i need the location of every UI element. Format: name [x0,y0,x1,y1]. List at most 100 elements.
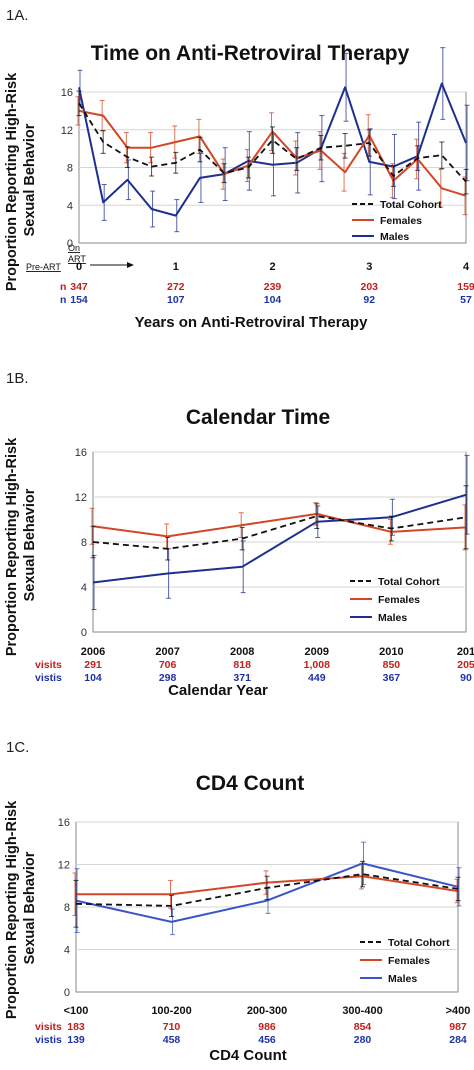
p2-ytick-label: 4 [64,945,70,957]
panel-c-label: 1C. [6,739,29,756]
p1-xtick-label: 2009 [305,646,329,658]
panel-b-ylabel-line1: Proportion Reporting High-Risk [4,437,20,656]
p2-count-value: 987 [449,1021,467,1033]
panel-c-title: CD4 Count [196,772,305,795]
p2-xtick-label: >400 [446,1005,471,1017]
panel-b-title: Calendar Time [186,406,330,429]
on-art-arrow-head [127,262,134,268]
p2-count-value: 986 [258,1021,276,1033]
panel-a: 1A. Time on Anti-Retroviral Therapy Prop… [4,7,474,331]
panel-a-title: Time on Anti-Retroviral Therapy [91,42,410,65]
p0-count-value: 107 [167,294,185,306]
p2-ytick-label: 8 [64,902,70,914]
p2-ytick-label: 0 [64,987,70,999]
p2-series-line-total-cohort [75,873,459,907]
panel-c-ylabel-line1: Proportion Reporting High-Risk [4,800,20,1019]
on-art-label-line1: On [68,243,80,253]
p2-count-value: 456 [258,1034,276,1046]
p1-xtick-label: 201 [457,646,474,658]
p0-xtick-label: 0 [76,261,82,273]
p2-count-value: 854 [354,1021,372,1033]
panel-b-ylabel: Proportion Reporting High-Risk Sexual Be… [4,434,38,656]
p0-count-prefix: n [60,281,66,293]
panel-c-ylabel: Proportion Reporting High-Risk Sexual Be… [4,797,38,1019]
p2-count-value: 280 [354,1034,372,1046]
p1-count-value: 367 [383,672,401,684]
p0-count-value: 272 [167,281,185,293]
p1-legend-entry: Females [378,594,420,606]
p0-xtick-label: 4 [463,261,470,273]
panel-b-plot: 0 4 8 12 16 2006 2007 2008 2009 2010 201 visits 291 7… [35,447,474,684]
p1-xtick-label: 2008 [230,646,254,658]
p2-count-value: 183 [67,1021,85,1033]
p2-xtick-label: 100-200 [151,1005,191,1017]
p1-series-line-males [92,493,467,584]
p1-ytick-label: 4 [81,582,87,594]
p0-legend-entry: Total Cohort [380,199,442,211]
p2-count-value: 139 [67,1034,85,1046]
p0-count-value: 203 [360,281,378,293]
p0-ytick-label: 12 [61,125,73,137]
p0-xtick-label: 3 [366,261,372,273]
p1-count-value: 291 [84,659,102,671]
panel-a-xlabel: Years on Anti-Retroviral Therapy [135,314,369,331]
p0-count-value: 239 [264,281,282,293]
p1-count-value: 449 [308,672,326,684]
panel-b-ylabel-line2: Sexual Behavior [22,488,38,601]
panel-b: 1B. Calendar Time Proportion Reporting H… [4,370,474,699]
p0-count-value: 92 [363,294,375,306]
p1-xtick-label: 2006 [81,646,105,658]
p1-xtick-label: 2010 [379,646,403,658]
p0-count-value: 57 [460,294,472,306]
panel-a-ylabel-line2: Sexual Behavior [22,123,38,236]
p0-count-prefix: n [60,294,66,306]
panel-a-label: 1A. [6,7,29,24]
p0-legend-entry: Males [380,231,409,243]
p2-series-line-males [75,862,459,923]
p2-xtick-label: 300-400 [342,1005,382,1017]
p1-count-prefix: vistis [35,672,62,684]
p1-ytick-label: 0 [81,627,87,639]
p0-ytick-label: 0 [67,238,73,250]
p1-count-prefix: visits [35,659,62,671]
p1-series-line-total-cohort [92,515,467,550]
p0-xtick-label: 2 [269,261,275,273]
p1-legend-entry: Total Cohort [378,576,440,588]
panel-c-plot: 0 4 8 12 16 <100 100-200 200-300 300-400 >400 visi… [35,817,470,1046]
pre-art-label: Pre-ART [26,262,61,272]
p2-count-value: 284 [449,1034,467,1046]
p0-ytick-label: 16 [61,87,73,99]
p1-count-value: 818 [233,659,251,671]
p1-count-value: 104 [84,672,102,684]
panel-c-xlabel: CD4 Count [209,1047,287,1064]
p0-count-value: 104 [264,294,282,306]
p2-legend-entry: Females [388,955,430,967]
p2-legend-entry: Total Cohort [388,937,450,949]
p0-count-value: 154 [70,294,88,306]
p0-count-value: 347 [70,281,88,293]
p1-count-value: 298 [159,672,177,684]
panel-a-ylabel-line1: Proportion Reporting High-Risk [4,72,20,291]
p1-ytick-label: 16 [75,447,87,459]
p0-series-line-total-cohort [78,102,467,183]
p0-ytick-label: 8 [67,163,73,175]
p1-count-value: 850 [383,659,401,671]
p2-count-value: 710 [163,1021,181,1033]
p1-count-value: 205 [457,659,474,671]
p2-xtick-label: 200-300 [247,1005,287,1017]
p0-series-line-males [78,82,467,217]
panel-b-xlabel: Calendar Year [168,682,268,699]
p1-legend-entry: Males [378,612,407,624]
p0-legend-entry: Females [380,215,422,227]
p1-count-value: 1,008 [304,659,330,671]
p1-count-value: 90 [460,672,472,684]
p1-xtick-label: 2007 [155,646,179,658]
panel-c-ylabel-line2: Sexual Behavior [22,851,38,964]
p1-count-value: 706 [159,659,177,671]
p2-ytick-label: 16 [58,817,70,829]
p1-ytick-label: 8 [81,537,87,549]
panel-a-ylabel: Proportion Reporting High-Risk Sexual Be… [4,69,38,291]
panel-b-label: 1B. [6,370,29,387]
